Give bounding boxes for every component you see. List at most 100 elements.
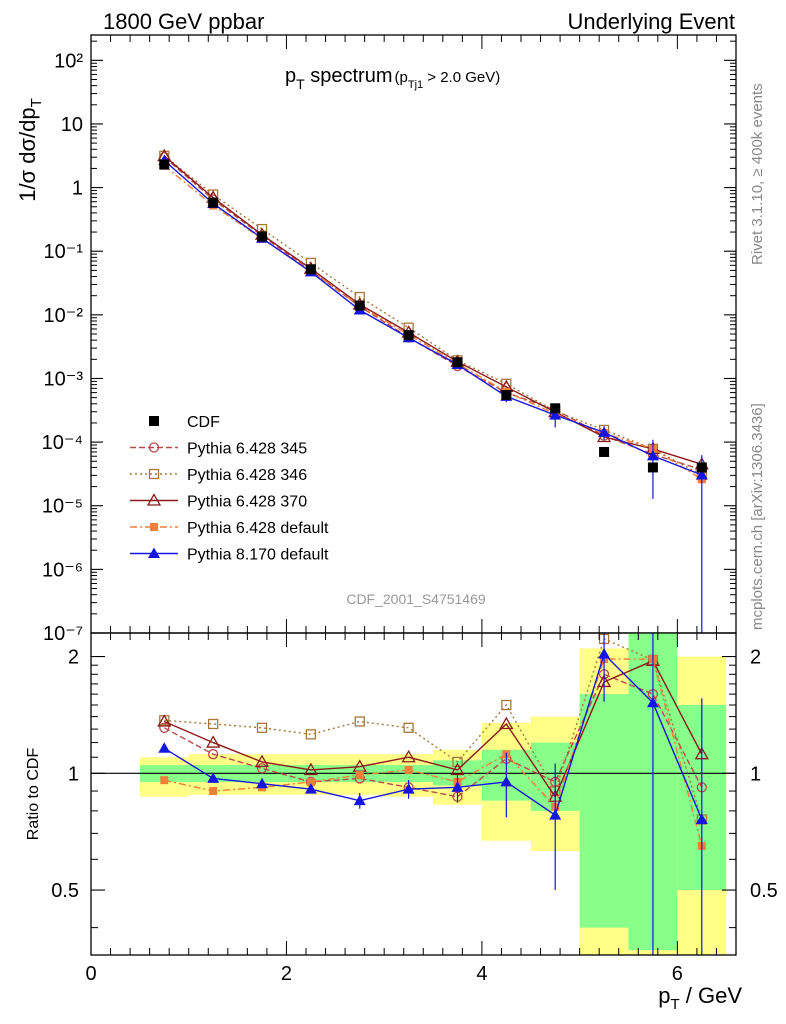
x-tick-label: 2 <box>281 963 292 985</box>
legend-marker <box>148 468 160 480</box>
series-3-ratio-line <box>164 658 703 847</box>
series-2-ratio-point <box>303 762 319 776</box>
legend-marker <box>146 493 162 506</box>
cdf-data-point <box>550 403 561 414</box>
ratio-y-tick-label-right: 0.5 <box>750 880 778 902</box>
series-4-ratio-point <box>695 813 708 825</box>
series-4-ratio-point <box>158 742 171 753</box>
series-4-line <box>163 159 703 476</box>
cdf-data-point <box>159 159 170 170</box>
series-4-point <box>646 449 659 461</box>
legend-marker <box>149 416 159 426</box>
series-4-ratio-point <box>256 777 269 789</box>
cdf-data-point <box>599 446 610 457</box>
ratio-y-tick-label-right: 2 <box>750 647 761 669</box>
ratio-uncertainty-bands <box>139 633 727 955</box>
series-4-point <box>549 409 562 420</box>
main-y-tick-label: 10² <box>54 50 83 72</box>
plot-title-cut: (p <box>395 69 408 86</box>
legend-label: Pythia 6.428 default <box>187 520 329 537</box>
x-axis: 0 2 4 6 <box>85 633 737 985</box>
series-4-point <box>695 469 708 480</box>
x-tick-label: 6 <box>672 963 683 985</box>
series-3-ratio-point <box>306 777 315 786</box>
ratio-y-axis: 0.5 0.5 1 1 2 2 <box>51 647 778 929</box>
main-y-tick-label: 10⁻³ <box>44 368 84 390</box>
mcplots-label: mcplots.cern.ch [arXiv:1306.3436] <box>749 403 766 630</box>
legend-marker <box>148 547 160 558</box>
main-panel: 10⁻⁷ 10⁻⁶ 10⁻⁵ 10⁻⁴ 10⁻³ 10⁻² 10⁻¹ 1 10 10² 1/σ d… <box>15 34 737 645</box>
ratio-y-tick-label: 0.5 <box>51 880 79 902</box>
series-3-ratio-point <box>209 787 218 796</box>
header-energy: 1800 GeV ppbar <box>103 9 264 34</box>
ratio-plot-frame <box>90 632 737 956</box>
ratio-series-marks <box>157 633 709 955</box>
series-1-ratio-point <box>403 722 414 733</box>
series-4-ratio-point <box>598 648 611 659</box>
series-4-ratio-line <box>163 652 703 820</box>
legend: CDF Pythia 6.428 345 Pythia 6.428 346 Pythi… <box>130 414 329 564</box>
series-4-ratio-point <box>304 783 317 794</box>
x-axis-title-rest: / GeV <box>680 983 743 1008</box>
legend-label: Pythia 6.428 345 <box>187 441 307 458</box>
series-4-ratio-point <box>500 775 513 787</box>
main-y-tick-label: 10⁻¹ <box>44 241 84 263</box>
ratio-y-tick-label: 1 <box>68 763 79 785</box>
series-3-ratio-point <box>160 776 169 785</box>
series-4-ratio-point <box>549 809 562 820</box>
series-1-ratio-point <box>256 722 268 733</box>
series-1-ratio-point <box>354 716 365 727</box>
ratio-y-tick-label-right: 1 <box>750 763 761 785</box>
legend-marker <box>148 442 160 453</box>
series-4-ratio-point <box>451 781 464 792</box>
series-1-ratio-point <box>452 756 463 768</box>
main-series-marks <box>157 148 709 633</box>
series-0-ratio-point <box>208 749 219 760</box>
legend-label: Pythia 6.428 370 <box>187 494 307 511</box>
ratio-panel: 0.5 0.5 1 1 2 2 0 2 4 6 Ratio to CDF pT / GeV <box>25 632 778 1013</box>
main-y-axis-title: 1/σ dσ/dpT <box>15 98 45 202</box>
plot-title-cut-sub: Tj1 <box>408 79 423 91</box>
plot-title-pt: p <box>285 65 296 87</box>
cdf-data-point <box>501 389 512 400</box>
plot-title-pt-sub: T <box>296 76 305 92</box>
series-2-ratio-point <box>401 749 416 763</box>
plot-title-cut-rest: > 2.0 GeV) <box>423 69 500 86</box>
legend-label: CDF <box>187 414 220 431</box>
x-axis-title: pT / GeV <box>658 983 742 1013</box>
series-4-ratio-point <box>353 794 366 806</box>
x-axis-title-p: p <box>658 983 670 1008</box>
series-1-ratio-point <box>305 729 317 740</box>
cdf-data-point <box>647 462 658 473</box>
series-0-ratio-line <box>163 673 703 798</box>
main-y-axis: 10⁻⁷ 10⁻⁶ 10⁻⁵ 10⁻⁴ 10⁻³ 10⁻² 10⁻¹ 1 10 10² <box>42 40 736 645</box>
ratio-band-inner <box>579 694 629 928</box>
header-process: Underlying Event <box>567 9 735 34</box>
cdf-data-point <box>257 231 268 242</box>
main-y-tick-label: 10⁻⁶ <box>42 559 83 581</box>
analysis-id-watermark: CDF_2001_S4751469 <box>346 591 486 607</box>
series-0-line <box>163 156 703 471</box>
series-3-ratio-point <box>355 770 364 779</box>
x-axis-title-sub: T <box>670 996 679 1013</box>
main-y-tick-label: 10⁻⁴ <box>42 432 83 454</box>
cdf-data-point <box>452 357 463 368</box>
series-2-ratio-point <box>254 754 270 768</box>
x-tick-label: 4 <box>476 963 487 985</box>
legend-label: Pythia 6.428 346 <box>187 467 307 484</box>
series-4-point <box>598 426 611 437</box>
series-4-ratio-point <box>207 772 220 783</box>
series-2-ratio-point <box>157 714 172 727</box>
series-4-ratio-point <box>646 696 659 708</box>
series-4-ratio-point <box>402 783 415 794</box>
cdf-data-point <box>305 264 316 275</box>
main-y-tick-label: 10⁻² <box>44 305 84 327</box>
main-y-tick-label: 10 <box>61 114 83 136</box>
main-x-axis-ticks <box>90 35 737 633</box>
series-1-ratio-point <box>501 699 512 711</box>
y-axis-title-sub: T <box>28 98 45 107</box>
series-1-line <box>163 155 703 476</box>
x-tick-label: 0 <box>85 963 96 985</box>
y-axis-title-text: 1/σ dσ/dp <box>15 107 40 201</box>
rivet-version-label: Rivet 3.1.10, ≥ 400k events <box>749 83 766 265</box>
